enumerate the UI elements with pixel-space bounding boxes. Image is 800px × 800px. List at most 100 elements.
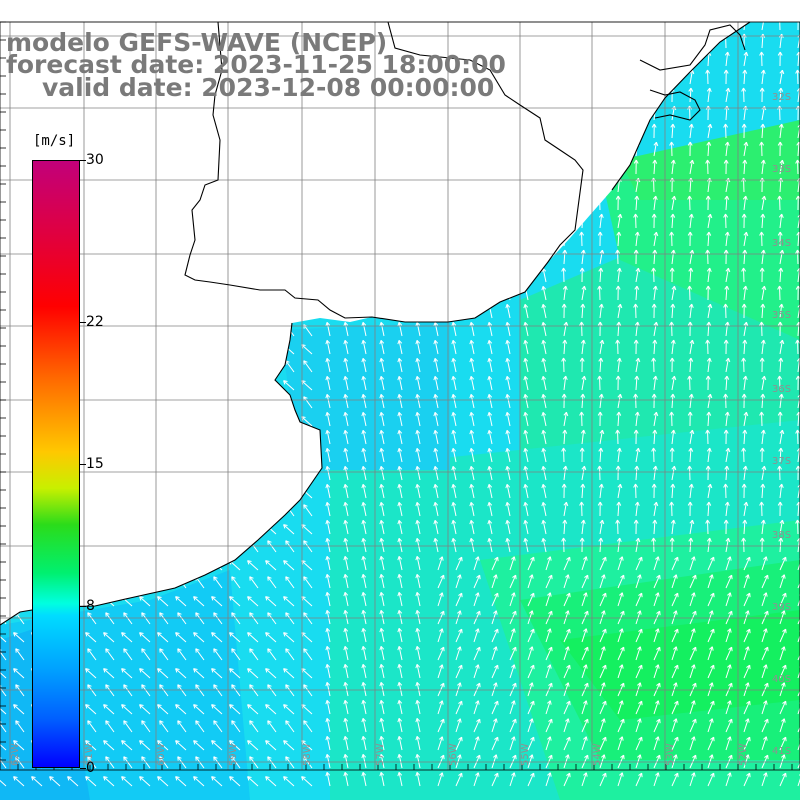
wind-arrow	[433, 537, 439, 553]
wind-arrow	[541, 303, 547, 319]
wind-arrow	[562, 249, 568, 265]
wind-arrow	[541, 447, 547, 463]
wind-arrow	[688, 357, 694, 373]
wind-arrow	[343, 609, 349, 625]
wind-arrow	[688, 87, 694, 103]
wind-arrow	[509, 718, 517, 733]
wind-arrow	[491, 592, 499, 607]
wind-arrow	[379, 699, 385, 715]
wind-arrow	[379, 339, 385, 355]
wind-arrow	[723, 339, 729, 355]
wind-arrow	[579, 321, 585, 337]
wind-arrow	[724, 375, 730, 391]
wind-arrow	[795, 339, 800, 355]
wind-arrow	[433, 357, 439, 373]
wind-arrow	[725, 772, 732, 787]
wind-arrow	[651, 213, 657, 229]
wind-arrow	[455, 718, 462, 733]
lat-lon-grid	[0, 21, 800, 771]
wind-arrow	[541, 411, 547, 427]
colorbar-unit: [m/s]	[33, 133, 76, 149]
wind-arrow	[689, 664, 696, 679]
wind-arrow	[616, 357, 622, 373]
wind-arrow	[379, 573, 385, 589]
wind-arrow	[85, 632, 97, 643]
latitude-label: 40S	[772, 674, 791, 685]
wind-arrow	[249, 720, 259, 733]
wind-arrow	[777, 465, 783, 481]
wind-arrow	[455, 574, 462, 589]
colorbar-tick-label: 30	[86, 152, 104, 168]
wind-arrow	[103, 668, 115, 679]
wind-arrow	[742, 159, 748, 175]
latitude-label: 33S	[772, 164, 791, 175]
wind-arrow	[725, 628, 732, 643]
wind-arrow	[415, 771, 421, 787]
wind-arrow	[175, 632, 187, 643]
wind-arrow	[455, 646, 462, 661]
wind-arrow	[123, 720, 133, 733]
wind-arrow	[706, 141, 712, 157]
wind-arrow	[523, 501, 529, 517]
wind-arrow	[491, 556, 499, 571]
wind-arrow	[761, 465, 767, 481]
wind-arrow	[491, 682, 498, 697]
wind-arrow	[505, 411, 511, 427]
wind-arrow	[651, 537, 657, 553]
wind-arrow	[597, 501, 603, 517]
wind-arrow	[725, 537, 731, 553]
wind-arrow	[689, 736, 696, 751]
wind-arrow	[325, 321, 331, 337]
wind-arrow	[397, 537, 403, 553]
wind-arrow	[175, 596, 187, 607]
wind-arrow	[85, 776, 97, 787]
wind-arrow	[779, 249, 785, 265]
wind-arrow	[265, 596, 277, 607]
wind-arrow	[545, 592, 552, 607]
wind-arrow	[669, 411, 675, 427]
wind-arrow	[379, 519, 385, 535]
wind-arrow	[283, 776, 295, 787]
wind-arrow	[633, 213, 639, 229]
wind-arrow	[325, 339, 331, 355]
wind-arrow	[670, 123, 676, 139]
wind-arrow	[451, 501, 457, 517]
wind-arrow	[724, 285, 730, 301]
wind-arrow	[451, 393, 457, 409]
wind-arrow	[707, 736, 715, 751]
wind-arrow	[705, 519, 711, 535]
wind-arrow	[761, 195, 767, 211]
wind-arrow	[103, 632, 115, 643]
wind-arrow	[505, 321, 511, 337]
wind-arrow	[563, 411, 569, 427]
wind-arrow	[527, 682, 534, 697]
wind-arrow	[760, 519, 766, 535]
wind-arrow	[562, 465, 568, 481]
wind-arrow	[651, 123, 657, 139]
wind-arrow	[671, 682, 678, 697]
wind-arrow	[633, 429, 639, 445]
wind-arrow	[343, 375, 349, 391]
wind-arrow	[617, 592, 624, 607]
wind-arrow	[652, 159, 658, 175]
wind-arrow	[229, 740, 241, 751]
wind-arrow	[505, 429, 511, 445]
wind-arrow	[689, 429, 695, 445]
wind-arrow	[777, 375, 783, 391]
wind-arrow	[379, 411, 385, 427]
wind-arrow	[562, 339, 568, 355]
wind-arrow	[505, 501, 511, 517]
wind-arrow	[343, 573, 349, 589]
wind-arrow	[705, 285, 711, 301]
wind-arrow	[177, 648, 187, 661]
wind-arrow	[0, 648, 7, 661]
wind-arrow	[689, 339, 695, 355]
wind-arrow	[283, 740, 295, 751]
colorbar-tick-mark	[80, 605, 86, 607]
wind-arrow	[451, 483, 457, 499]
wind-arrow	[707, 574, 714, 589]
wind-arrow	[759, 141, 765, 157]
wind-arrow	[616, 501, 622, 517]
wind-arrow	[487, 375, 493, 391]
wind-arrow	[633, 303, 639, 319]
